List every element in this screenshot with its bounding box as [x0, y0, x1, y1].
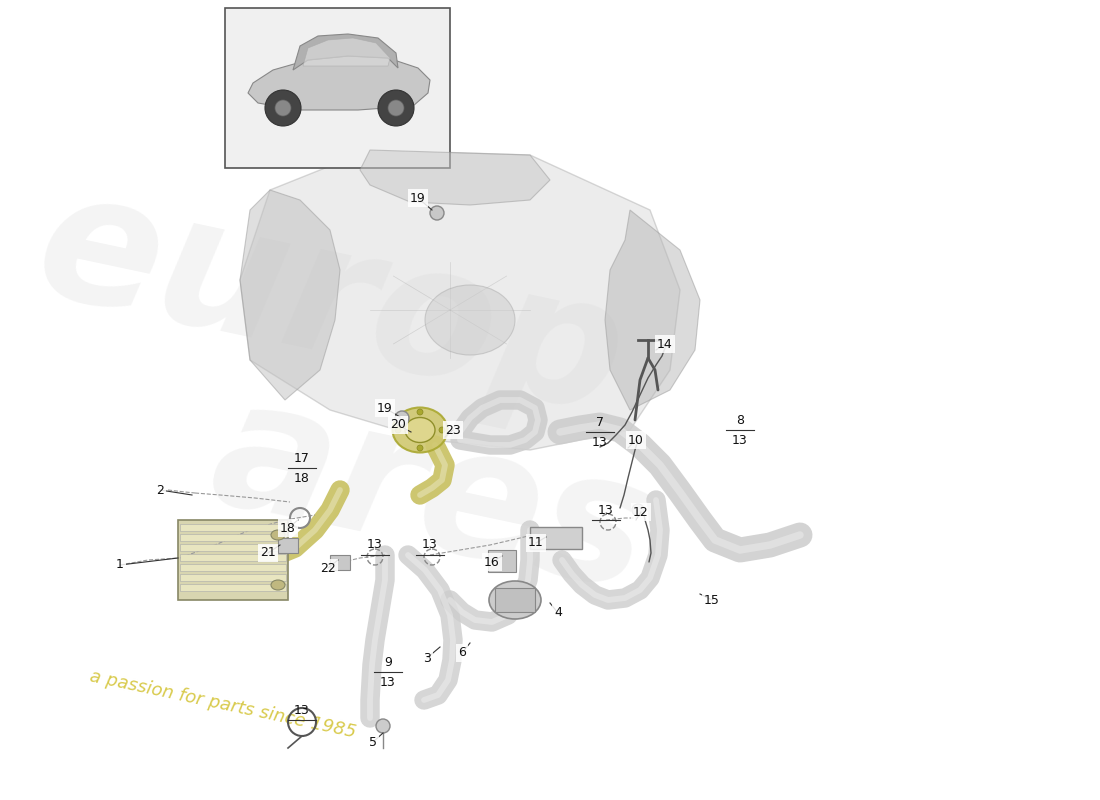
Text: 17: 17 — [294, 451, 310, 465]
Circle shape — [417, 445, 424, 451]
Polygon shape — [293, 34, 398, 70]
Bar — [180, 584, 286, 591]
Text: 16: 16 — [484, 555, 499, 569]
Text: ares: ares — [198, 364, 666, 628]
Text: 7: 7 — [596, 415, 604, 429]
Text: 21: 21 — [260, 546, 276, 559]
Polygon shape — [240, 150, 680, 450]
Text: 1: 1 — [117, 558, 124, 571]
Text: a passion for parts since 1985: a passion for parts since 1985 — [88, 667, 358, 741]
Circle shape — [632, 504, 644, 516]
Polygon shape — [360, 150, 550, 205]
Text: 15: 15 — [704, 594, 719, 606]
Bar — [180, 534, 286, 541]
Text: 13: 13 — [294, 703, 310, 717]
Text: 5: 5 — [368, 735, 377, 749]
Circle shape — [395, 411, 409, 425]
Circle shape — [388, 100, 404, 116]
Text: 13: 13 — [422, 538, 438, 551]
Bar — [488, 550, 516, 572]
Bar — [180, 554, 286, 561]
Text: 22: 22 — [320, 562, 336, 574]
Text: 13: 13 — [592, 435, 608, 449]
Bar — [495, 588, 535, 612]
Text: 19: 19 — [377, 402, 393, 414]
Ellipse shape — [393, 407, 448, 453]
Text: 13: 13 — [733, 434, 748, 446]
Text: 12: 12 — [634, 506, 649, 518]
Text: 6: 6 — [458, 646, 466, 659]
Circle shape — [378, 90, 414, 126]
Text: 14: 14 — [657, 338, 673, 350]
Bar — [180, 564, 286, 571]
Bar — [330, 555, 350, 570]
Text: 13: 13 — [598, 503, 614, 517]
Ellipse shape — [425, 285, 515, 355]
Text: 3: 3 — [424, 651, 431, 665]
Bar — [180, 524, 286, 531]
Text: 18: 18 — [280, 522, 296, 534]
Text: europ: europ — [22, 156, 639, 452]
Text: 20: 20 — [390, 418, 406, 431]
Circle shape — [265, 90, 301, 126]
Text: 18: 18 — [294, 471, 310, 485]
Text: 2: 2 — [156, 483, 164, 497]
Bar — [278, 538, 298, 553]
Polygon shape — [248, 56, 430, 110]
Text: 19: 19 — [410, 191, 426, 205]
Polygon shape — [302, 38, 390, 66]
Circle shape — [376, 719, 390, 733]
Text: 23: 23 — [446, 423, 461, 437]
Bar — [530, 527, 582, 549]
Text: 13: 13 — [381, 675, 396, 689]
Circle shape — [417, 409, 424, 415]
Ellipse shape — [271, 530, 285, 540]
Polygon shape — [240, 190, 340, 400]
Text: 10: 10 — [628, 434, 643, 446]
Bar — [226, 8, 450, 168]
Text: 11: 11 — [528, 537, 543, 550]
Ellipse shape — [405, 418, 435, 442]
Text: 4: 4 — [554, 606, 562, 619]
Text: 8: 8 — [736, 414, 744, 426]
Circle shape — [395, 427, 402, 433]
Ellipse shape — [271, 580, 285, 590]
Polygon shape — [605, 210, 700, 410]
Circle shape — [430, 206, 444, 220]
Bar — [178, 520, 288, 600]
Text: 9: 9 — [384, 655, 392, 669]
Bar — [180, 574, 286, 581]
Ellipse shape — [490, 581, 541, 619]
Circle shape — [275, 100, 292, 116]
Circle shape — [439, 427, 446, 433]
Text: 13: 13 — [367, 538, 383, 551]
Bar — [180, 544, 286, 551]
